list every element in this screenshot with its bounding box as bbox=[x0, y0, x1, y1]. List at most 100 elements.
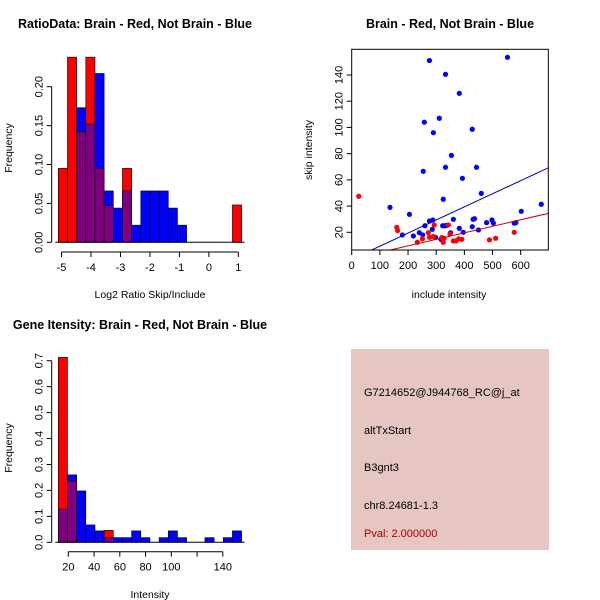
x-tick-label: 200 bbox=[399, 260, 417, 272]
x-tick-label: 140 bbox=[214, 562, 232, 574]
ratio-histogram-ylabel: Frequency bbox=[3, 122, 15, 172]
blue-point bbox=[426, 57, 433, 64]
red-fit-line bbox=[387, 212, 549, 250]
blue-bar bbox=[167, 530, 178, 543]
intensity-histogram-xlabel: Intensity bbox=[130, 589, 170, 600]
intensity-scatter: Brain - Red, Not Brain - Blue include in… bbox=[303, 17, 549, 301]
red-point bbox=[440, 239, 446, 245]
event-type: altTxStart bbox=[364, 425, 411, 437]
blue-point bbox=[420, 168, 426, 174]
blue-bar bbox=[149, 190, 160, 243]
red-point bbox=[430, 234, 436, 240]
blue-bar bbox=[94, 530, 105, 543]
y-tick-label: 0.3 bbox=[34, 457, 46, 472]
blue-bar bbox=[167, 207, 178, 243]
y-tick-label: 20 bbox=[334, 226, 346, 238]
x-tick-label: -4 bbox=[86, 262, 96, 274]
blue-bar bbox=[222, 537, 233, 543]
blue-bar bbox=[177, 537, 187, 543]
x-tick-label: -1 bbox=[175, 262, 185, 274]
blue-fit-line bbox=[370, 167, 549, 250]
info-panel: G7214652@J944768_RC@j_at altTxStart B3gn… bbox=[351, 349, 549, 550]
overlap-bar bbox=[57, 508, 68, 543]
blue-bar bbox=[158, 537, 169, 543]
blue-point bbox=[473, 164, 480, 170]
red-point bbox=[486, 237, 493, 243]
blue-point bbox=[490, 220, 496, 226]
ratio-histogram-xlabel: Log2 Ratio Skip/Include bbox=[95, 289, 206, 301]
red-point bbox=[459, 236, 465, 242]
overlap-bar bbox=[103, 537, 114, 543]
red-bar bbox=[67, 56, 77, 243]
red-point bbox=[511, 229, 517, 235]
x-tick-label: 400 bbox=[455, 260, 473, 272]
y-tick-label: 100 bbox=[334, 118, 346, 136]
blue-bar bbox=[112, 207, 123, 243]
blue-bar bbox=[85, 524, 96, 543]
blue-bar bbox=[122, 537, 132, 543]
y-tick-label: 0.2 bbox=[34, 483, 46, 498]
y-tick-label: 0.7 bbox=[34, 353, 46, 368]
blue-point bbox=[429, 226, 435, 232]
x-tick-label: -2 bbox=[145, 262, 155, 274]
intensity-histogram: Gene Itensity: Brain - Red, Not Brain - … bbox=[3, 318, 267, 600]
ratio-histogram-title: RatioData: Brain - Red, Not Brain - Blue bbox=[18, 17, 252, 31]
x-tick-label: 100 bbox=[371, 260, 389, 272]
blue-point bbox=[456, 225, 462, 231]
red-bar bbox=[232, 204, 242, 243]
y-tick-label: 0.15 bbox=[34, 115, 46, 136]
overlap-bar bbox=[103, 205, 114, 243]
intensity-histogram-ylabel: Frequency bbox=[3, 422, 15, 472]
scatter-xlabel: include intensity bbox=[412, 289, 487, 301]
blue-point bbox=[478, 190, 484, 196]
y-tick-label: 0.5 bbox=[34, 405, 46, 420]
blue-bar bbox=[177, 224, 187, 243]
ratio-histogram: RatioData: Brain - Red, Not Brain - Blue… bbox=[3, 17, 252, 301]
blue-point bbox=[436, 115, 442, 121]
overlap-bar bbox=[122, 190, 132, 243]
pval-text: Pval: 2.000000 bbox=[364, 528, 437, 540]
x-tick-label: 80 bbox=[139, 562, 151, 574]
blue-bar bbox=[140, 537, 151, 543]
overlap-bar bbox=[67, 480, 77, 543]
red-point bbox=[431, 222, 437, 228]
blue-point bbox=[484, 220, 490, 226]
x-tick-label: 40 bbox=[88, 562, 100, 574]
y-tick-label: 0.6 bbox=[34, 379, 46, 394]
blue-bar bbox=[204, 537, 215, 543]
blue-point bbox=[442, 71, 449, 77]
blue-bar bbox=[112, 537, 123, 543]
blue-point bbox=[448, 152, 455, 158]
y-tick-label: 40 bbox=[334, 200, 346, 212]
x-tick-label: 100 bbox=[162, 562, 180, 574]
x-tick-label: 0 bbox=[349, 260, 355, 272]
blue-point bbox=[518, 208, 524, 214]
blue-point bbox=[469, 224, 475, 230]
blue-point bbox=[538, 201, 544, 207]
blue-point bbox=[387, 204, 393, 210]
x-tick-label: 600 bbox=[512, 260, 530, 272]
y-tick-label: 0.4 bbox=[34, 431, 46, 446]
blue-point bbox=[459, 175, 465, 181]
red-bar bbox=[57, 168, 68, 243]
y-tick-label: 0.05 bbox=[34, 193, 46, 214]
y-tick-label: 0.00 bbox=[34, 232, 46, 253]
blue-point bbox=[450, 216, 456, 222]
blue-point bbox=[440, 196, 446, 202]
overlap-bar bbox=[94, 168, 105, 243]
x-tick-label: 60 bbox=[114, 562, 126, 574]
y-tick-label: 140 bbox=[334, 66, 346, 84]
overlap-bar bbox=[76, 131, 87, 243]
blue-point bbox=[410, 233, 416, 239]
scatter-title: Brain - Red, Not Brain - Blue bbox=[366, 17, 534, 31]
blue-point bbox=[469, 126, 475, 132]
blue-bar bbox=[232, 530, 242, 543]
red-point bbox=[419, 236, 425, 242]
y-tick-label: 0.20 bbox=[34, 76, 46, 97]
red-point bbox=[445, 222, 451, 228]
blue-bar bbox=[140, 190, 151, 243]
x-tick-label: 500 bbox=[483, 260, 501, 272]
x-tick-label: 1 bbox=[235, 262, 241, 274]
blue-point bbox=[421, 119, 427, 125]
